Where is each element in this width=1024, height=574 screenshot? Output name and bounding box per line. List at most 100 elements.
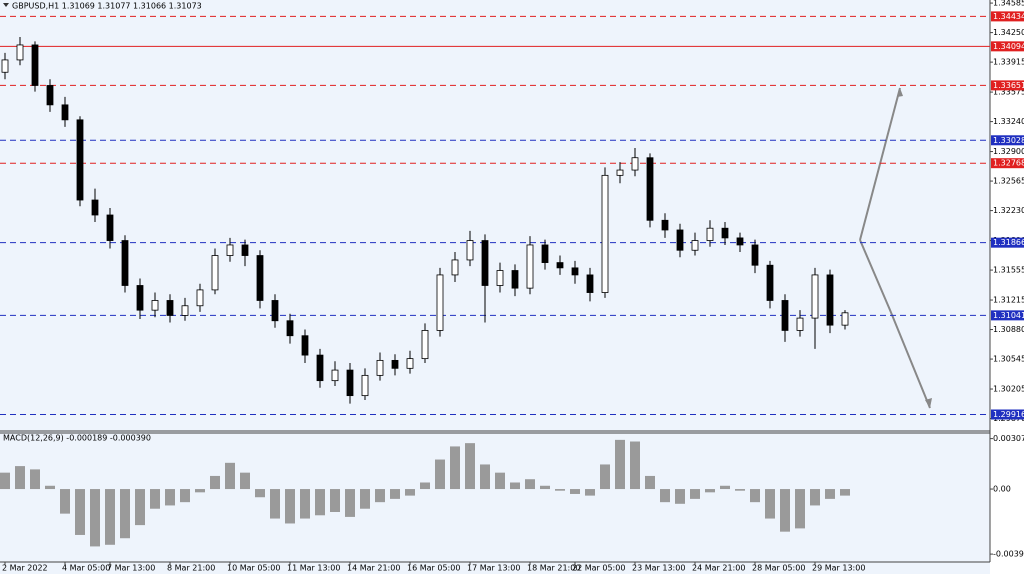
candle-body — [841, 312, 849, 326]
histogram-bar — [300, 489, 310, 519]
histogram-bar — [255, 489, 265, 498]
y-tick-label: 1.33575 — [993, 88, 1024, 97]
x-tick-label: 28 Mar 05:00 — [752, 564, 805, 573]
histogram-bar — [405, 489, 415, 496]
histogram-bar — [165, 489, 175, 506]
histogram-bar — [90, 489, 100, 547]
candle-body — [271, 300, 279, 322]
chart-title: GBPUSD,H1 1.31069 1.31077 1.31066 1.3107… — [12, 2, 202, 11]
histogram-bar — [780, 489, 790, 532]
histogram-bar — [45, 485, 55, 490]
histogram-bar — [240, 472, 250, 490]
candle-body — [76, 119, 84, 201]
candle-body — [466, 240, 474, 261]
histogram-bar — [60, 489, 70, 514]
y-tick-label: 1.30545 — [993, 355, 1024, 364]
histogram-bar — [195, 489, 205, 493]
candle-body — [646, 157, 654, 221]
candle-body — [616, 169, 624, 176]
histogram-bar — [135, 489, 145, 526]
candle-body — [496, 270, 504, 286]
y-tick-label: 1.32900 — [993, 147, 1024, 156]
y-tick-label: 0.00 — [993, 485, 1011, 494]
candle-body — [421, 330, 429, 360]
histogram-bar — [630, 441, 640, 490]
level-tag — [991, 158, 1024, 169]
histogram-bar — [30, 469, 40, 490]
histogram-bar — [660, 489, 670, 503]
histogram-bar — [795, 489, 805, 529]
axis-background — [990, 0, 1024, 574]
candle-body — [631, 157, 639, 171]
histogram-bar — [480, 464, 490, 490]
level-label: 1.31041 — [993, 311, 1024, 320]
candle-body — [16, 44, 24, 61]
candle-body — [361, 374, 369, 397]
x-tick-label: 18 Mar 21:00 — [527, 564, 580, 573]
candle-body — [211, 255, 219, 291]
histogram-bar — [465, 443, 475, 490]
histogram-bar — [840, 489, 850, 496]
x-tick-label: 17 Mar 13:00 — [467, 564, 520, 573]
candle-body — [481, 240, 489, 286]
y-tick-label: 1.33240 — [993, 117, 1024, 126]
x-tick-label: 14 Mar 21:00 — [347, 564, 400, 573]
candle-body — [811, 274, 819, 319]
candle-body — [556, 262, 564, 269]
level-tag — [991, 11, 1024, 22]
candle-body — [571, 267, 579, 276]
candle-body — [376, 359, 384, 376]
arrow-head — [925, 398, 932, 408]
y-tick-label: 1.30205 — [993, 385, 1024, 394]
histogram-bar — [0, 472, 10, 490]
level-label: 1.32768 — [993, 159, 1024, 168]
candle-body — [661, 219, 669, 231]
histogram-bar — [345, 489, 355, 517]
candle-body — [286, 320, 294, 337]
candle-body — [331, 369, 339, 382]
histogram-bar — [120, 489, 130, 539]
histogram-bar — [270, 489, 280, 519]
level-label: 1.34434 — [993, 12, 1024, 21]
histogram-bar — [585, 489, 595, 496]
candle-body — [586, 274, 594, 293]
y-tick-label: 1.34250 — [993, 28, 1024, 37]
candle-body — [706, 227, 714, 241]
histogram-bar — [285, 489, 295, 524]
histogram-bar — [810, 489, 820, 506]
candle-body — [181, 305, 189, 316]
candle-body — [391, 359, 399, 369]
x-tick-label: 8 Mar 21:00 — [167, 564, 215, 573]
candle-body — [511, 270, 519, 289]
y-tick-label: 1.31215 — [993, 296, 1024, 305]
candle-body — [256, 255, 264, 301]
histogram-bar — [525, 479, 535, 490]
level-label: 1.31866 — [993, 238, 1024, 247]
x-tick-label: 22 Mar 05:00 — [572, 564, 625, 573]
level-label: 1.33651 — [993, 81, 1024, 90]
candle-body — [406, 358, 414, 369]
histogram-bar — [225, 462, 235, 490]
candle-body — [226, 244, 234, 256]
candle-body — [301, 335, 309, 356]
y-tick-label: 1.32565 — [993, 177, 1024, 186]
x-tick-label: 11 Mar 13:00 — [287, 564, 340, 573]
candle-body — [121, 240, 129, 286]
candle-body — [151, 300, 159, 311]
menu-icon[interactable] — [3, 3, 9, 7]
x-tick-label: 23 Mar 13:00 — [632, 564, 685, 573]
candle-body — [601, 174, 609, 293]
candle-body — [136, 285, 144, 311]
level-tag — [991, 310, 1024, 321]
histogram-bar — [15, 466, 25, 490]
histogram-bar — [615, 439, 625, 490]
candle-body — [436, 274, 444, 331]
histogram-bar — [735, 489, 745, 491]
y-tick-label: 0.003077 — [993, 434, 1024, 443]
y-tick-label: -0.003968 — [993, 550, 1024, 559]
candle-body — [46, 85, 54, 106]
level-tag — [991, 80, 1024, 91]
histogram-bar — [375, 489, 385, 503]
histogram-bar — [450, 446, 460, 490]
histogram-bar — [315, 489, 325, 516]
